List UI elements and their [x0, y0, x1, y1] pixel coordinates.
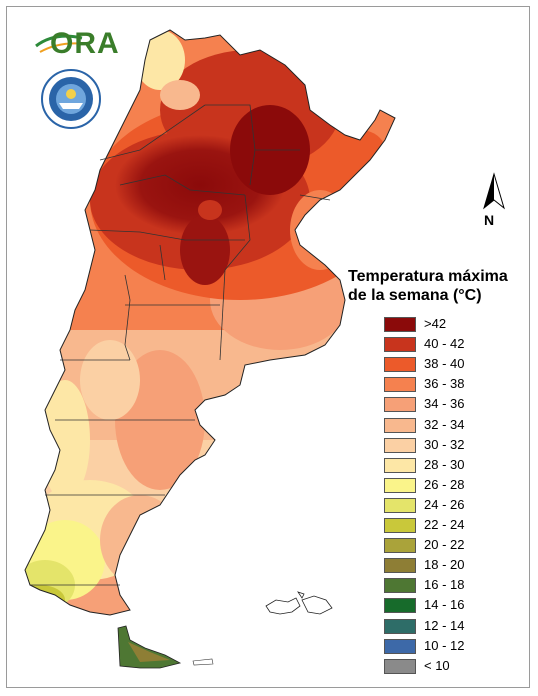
- legend-item: 10 - 12: [384, 637, 534, 655]
- legend-item: 28 - 30: [384, 456, 534, 474]
- legend-swatch: [384, 618, 416, 634]
- legend-swatch: [384, 638, 416, 654]
- legend-label: 30 - 32: [424, 436, 465, 452]
- legend-item: 22 - 24: [384, 517, 534, 534]
- legend-label: 24 - 26: [424, 496, 465, 512]
- legend-label: 26 - 28: [424, 476, 465, 492]
- legend-swatch: [384, 397, 416, 413]
- legend-swatch: [384, 357, 416, 373]
- legend-label: 22 - 24: [424, 517, 465, 532]
- legend-item: 18 - 20: [384, 557, 534, 574]
- province-borders: [30, 104, 331, 586]
- legend-title-line2: de la semana (°C): [348, 287, 482, 304]
- legend-item: 20 - 22: [384, 537, 534, 554]
- legend-swatch: [384, 317, 416, 332]
- legend-label: >42: [424, 316, 447, 331]
- legend-swatch: [384, 417, 416, 433]
- legend-item: 30 - 32: [384, 436, 534, 454]
- legend-swatch: [384, 538, 416, 554]
- temperature-legend: Temperatura máxima de la semana (°C) >42…: [344, 267, 534, 674]
- legend-item: 38 - 40: [384, 356, 534, 373]
- legend-label: 10 - 12: [424, 637, 465, 653]
- legend-label: 18 - 20: [424, 557, 465, 573]
- legend-label: 38 - 40: [424, 356, 465, 372]
- legend-label: 36 - 38: [424, 376, 465, 392]
- legend-item: < 10: [384, 657, 534, 675]
- legend-swatch: [384, 477, 416, 493]
- legend-swatch: [384, 578, 416, 594]
- seal-icon: [41, 69, 101, 129]
- legend-label: 20 - 22: [424, 537, 465, 553]
- legend-item: 12 - 14: [384, 617, 534, 635]
- legend-item: 32 - 34: [384, 416, 534, 434]
- legend-item: 34 - 36: [384, 396, 534, 413]
- legend-label: 28 - 30: [424, 456, 465, 472]
- legend-label: 34 - 36: [424, 396, 465, 412]
- legend-item: >42: [384, 316, 534, 333]
- legend-swatch: [384, 518, 416, 533]
- legend-item: 14 - 16: [384, 597, 534, 614]
- legend-swatch: [384, 337, 416, 353]
- legend-label: 32 - 34: [424, 416, 465, 432]
- legend-label: 14 - 16: [424, 597, 465, 613]
- legend-title: Temperatura máxima de la semana (°C): [348, 267, 534, 305]
- legend-title-line1: Temperatura máxima: [348, 268, 508, 285]
- legend-swatch: [384, 377, 416, 393]
- north-arrow-icon: [483, 172, 505, 210]
- legend-swatch: [384, 437, 416, 453]
- legend-label: 40 - 42: [424, 336, 465, 352]
- ora-logo-text: ORA: [50, 27, 120, 60]
- north-label: N: [484, 212, 495, 228]
- legend-swatch: [384, 457, 416, 473]
- legend-label: < 10: [424, 657, 450, 673]
- legend-item: 16 - 18: [384, 577, 534, 594]
- ora-logo-icon: [35, 34, 87, 53]
- country-outline: [24, 29, 396, 616]
- legend-swatch: [384, 497, 416, 513]
- legend-item: 40 - 42: [384, 336, 534, 353]
- legend-swatch: [384, 558, 416, 574]
- legend-item: 26 - 28: [384, 476, 534, 494]
- legend-swatch: [384, 598, 416, 614]
- malvinas-islands: [265, 591, 333, 615]
- legend-label: 16 - 18: [424, 577, 465, 593]
- tierra-del-fuego: [117, 625, 214, 669]
- legend-item: 24 - 26: [384, 496, 534, 514]
- legend-swatch: [384, 658, 416, 674]
- legend-item: 36 - 38: [384, 376, 534, 393]
- legend-label: 12 - 14: [424, 617, 465, 633]
